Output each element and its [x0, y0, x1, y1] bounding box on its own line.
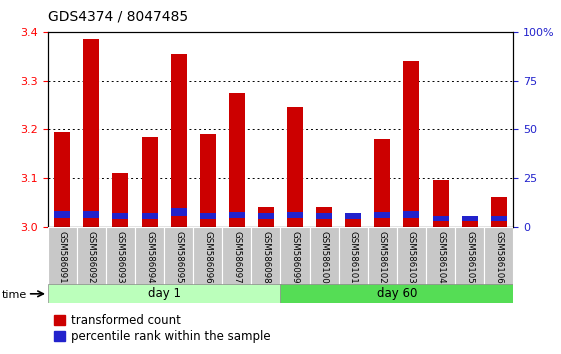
Text: day 1: day 1 — [148, 287, 181, 300]
Bar — [77, 227, 106, 285]
Bar — [287, 107, 303, 227]
Bar — [433, 216, 449, 221]
Bar — [112, 213, 128, 219]
Bar — [339, 227, 368, 285]
Bar — [251, 227, 280, 285]
Text: GSM586106: GSM586106 — [494, 231, 503, 284]
Text: GSM586097: GSM586097 — [232, 231, 241, 284]
Bar — [491, 216, 507, 221]
Bar — [141, 137, 158, 227]
Bar — [171, 54, 187, 227]
Bar — [462, 216, 477, 221]
Text: GSM586095: GSM586095 — [174, 231, 183, 284]
Bar — [403, 61, 420, 227]
Text: GSM586098: GSM586098 — [261, 231, 270, 284]
Bar — [345, 213, 361, 219]
Bar — [229, 93, 245, 227]
Text: GSM586101: GSM586101 — [349, 231, 358, 284]
Bar — [229, 212, 245, 218]
Text: GSM586099: GSM586099 — [291, 231, 300, 284]
Text: GSM586105: GSM586105 — [465, 231, 474, 284]
Text: GSM586096: GSM586096 — [203, 231, 212, 284]
Text: GDS4374 / 8047485: GDS4374 / 8047485 — [48, 9, 188, 23]
Bar — [141, 213, 158, 219]
Bar — [462, 217, 477, 227]
Text: GSM586100: GSM586100 — [320, 231, 329, 284]
Bar — [316, 213, 332, 219]
Bar — [455, 227, 484, 285]
Bar — [368, 227, 397, 285]
Bar — [84, 39, 99, 227]
Text: GSM586104: GSM586104 — [436, 231, 445, 284]
Text: GSM586091: GSM586091 — [58, 231, 67, 284]
Bar — [200, 134, 216, 227]
Bar — [171, 208, 187, 216]
Bar — [164, 227, 193, 285]
Text: GSM586103: GSM586103 — [407, 231, 416, 284]
Bar — [287, 212, 303, 218]
Text: GSM586093: GSM586093 — [116, 231, 125, 284]
Bar — [48, 284, 280, 303]
Bar — [258, 213, 274, 219]
Bar — [54, 132, 70, 227]
Bar — [433, 180, 449, 227]
Bar — [310, 227, 339, 285]
Text: GSM586092: GSM586092 — [87, 231, 96, 284]
Bar — [426, 227, 455, 285]
Text: time: time — [2, 290, 27, 299]
Legend: transformed count, percentile rank within the sample: transformed count, percentile rank withi… — [54, 314, 271, 343]
Bar — [484, 227, 513, 285]
Bar — [135, 227, 164, 285]
Bar — [222, 227, 251, 285]
Bar — [316, 207, 332, 227]
Text: GSM586102: GSM586102 — [378, 231, 387, 284]
Bar — [84, 211, 99, 218]
Bar — [200, 213, 216, 219]
Bar — [54, 211, 70, 218]
Bar — [374, 212, 390, 218]
Bar — [280, 284, 513, 303]
Bar — [106, 227, 135, 285]
Bar — [48, 227, 77, 285]
Bar — [193, 227, 222, 285]
Bar — [403, 211, 420, 218]
Bar — [345, 215, 361, 227]
Bar — [112, 173, 128, 227]
Text: day 60: day 60 — [377, 287, 417, 300]
Bar — [258, 207, 274, 227]
Bar — [491, 197, 507, 227]
Bar — [280, 227, 310, 285]
Bar — [374, 139, 390, 227]
Text: GSM586094: GSM586094 — [145, 231, 154, 284]
Bar — [397, 227, 426, 285]
